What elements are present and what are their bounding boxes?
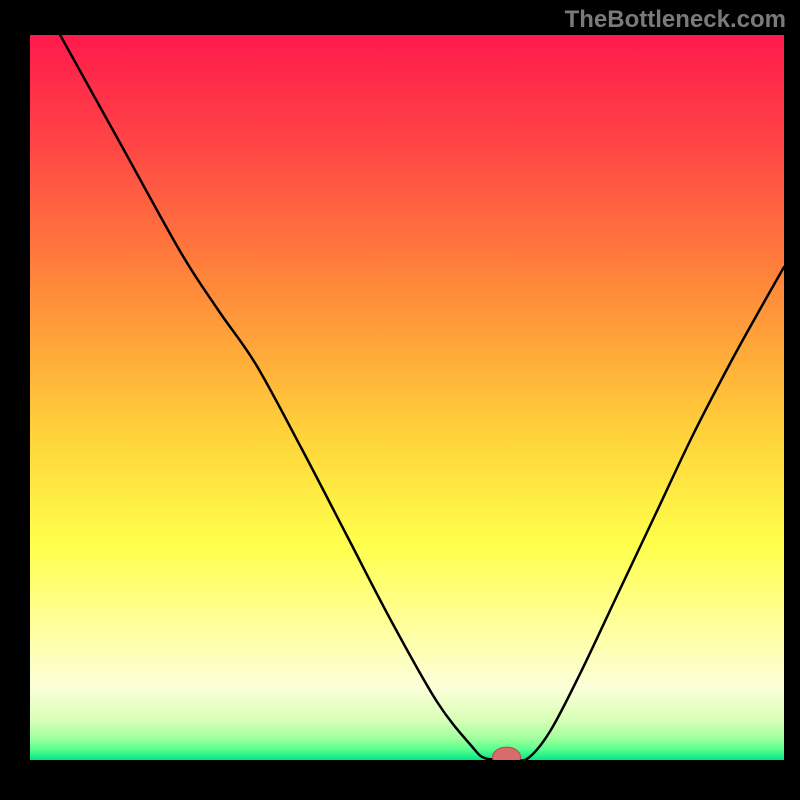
watermark-text: TheBottleneck.com <box>565 6 786 34</box>
bottleneck-curve <box>30 35 784 760</box>
optimal-marker <box>493 747 521 760</box>
chart-container <box>30 35 784 760</box>
